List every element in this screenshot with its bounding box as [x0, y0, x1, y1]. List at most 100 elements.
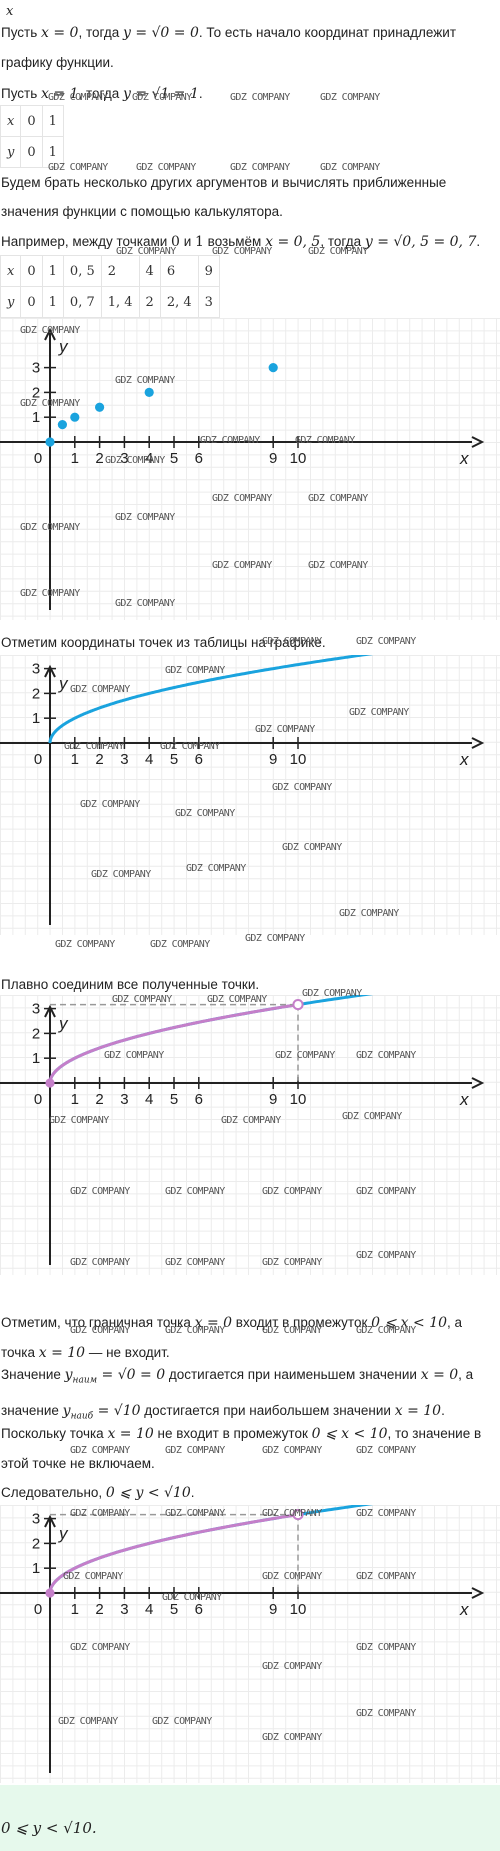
y-tick-label: 2 [32, 384, 40, 401]
watermark: GDZ COMPANY [200, 435, 260, 446]
para9-text-2: не входит в промежуток [153, 1426, 312, 1441]
x-tick-label: 6 [195, 450, 203, 467]
x-tick-label: 3 [120, 450, 128, 467]
watermark: GDZ COMPANY [356, 1508, 416, 1519]
table2-cell: 1, 4 [100, 286, 140, 318]
y-axis-arrow [44, 1514, 56, 1528]
watermark: GDZ COMPANY [152, 1716, 212, 1727]
watermark: GDZ COMPANY [112, 994, 172, 1005]
x-tick-label: 3 [120, 1601, 128, 1618]
x-axis-arrow [471, 436, 485, 448]
para10-math-1: 0 ⩽ y < √10 [105, 1485, 191, 1501]
paragraph-1: Пусть x = 0, тогда y = √0 = 0. То есть н… [1, 18, 498, 77]
x-tick-label: 5 [170, 1091, 178, 1108]
data-point [57, 420, 67, 430]
watermark: GDZ COMPANY [262, 1508, 322, 1519]
table1-row-y: y 0 1 [0, 136, 64, 168]
para8-math-3: y [62, 1402, 71, 1419]
x-tick-label: 1 [71, 1091, 79, 1108]
watermark: GDZ COMPANY [104, 1050, 164, 1061]
x-tick-label: 2 [95, 450, 103, 467]
watermark: GDZ COMPANY [150, 939, 210, 950]
table2-cell: 1 [41, 286, 64, 318]
para9-text: Поскольку точка [1, 1426, 108, 1441]
y-tick-label: 1 [32, 1560, 40, 1577]
watermark: GDZ COMPANY [272, 782, 332, 793]
x-tick-label: 10 [290, 1601, 307, 1618]
x-axis-label: x [459, 449, 469, 468]
para9-math-2: 0 ⩽ x < 10 [311, 1426, 388, 1442]
para1-math-1: x = 0 [41, 25, 79, 41]
y-tick-label: 2 [32, 1025, 40, 1042]
y-tick-label: 2 [32, 685, 40, 702]
watermark: GDZ COMPANY [165, 1257, 225, 1268]
para4-math-4: y = √0, 5 = 0, 7 [364, 234, 477, 250]
table2-cell: 0 [20, 255, 43, 287]
y-tick-label: 3 [32, 1511, 40, 1528]
watermark: GDZ COMPANY [262, 1257, 322, 1268]
para2-text: Пусть [1, 86, 42, 101]
watermark: GDZ COMPANY [48, 162, 108, 173]
para1-text-2: , тогда [78, 25, 123, 40]
y-axis-label: y [58, 1524, 69, 1543]
closed-endpoint [45, 1078, 55, 1088]
paragraph-7: Отметим, что граничная точка x = 0 входи… [1, 1308, 498, 1368]
watermark: GDZ COMPANY [262, 1661, 322, 1672]
x-tick-label: 1 [71, 751, 79, 768]
watermark: GDZ COMPANY [339, 908, 399, 919]
watermark: GDZ COMPANY [91, 869, 151, 880]
table2-cell: 0, 5 [62, 255, 102, 287]
para7-text-2: входит в промежуток [232, 1315, 372, 1330]
watermark: GDZ COMPANY [356, 1186, 416, 1197]
table2-cell: 6 [159, 255, 199, 287]
y-axis-label: y [58, 1014, 69, 1033]
y-tick-label: 3 [32, 661, 40, 678]
para7-math-3: x = 10 [38, 1345, 86, 1361]
answer-text: 0 ⩽ y < √10. [1, 1819, 97, 1837]
watermark: GDZ COMPANY [356, 1250, 416, 1261]
table1-cell: 0 [20, 105, 43, 137]
para7-text-4: — не входит. [85, 1345, 170, 1360]
watermark: GDZ COMPANY [186, 863, 246, 874]
x-tick-label: 3 [120, 1091, 128, 1108]
para9-math-1: x = 10 [107, 1426, 154, 1442]
watermark: GDZ COMPANY [115, 598, 175, 609]
open-endpoint [292, 1508, 304, 1521]
sqrt10-label: √10 [52, 1505, 77, 1506]
watermark: GDZ COMPANY [282, 842, 342, 853]
x-tick-label: 6 [195, 1601, 203, 1618]
para8-sub-1: наим [72, 1375, 98, 1386]
paragraph-3: Будем брать несколько других аргументов … [1, 175, 447, 219]
values-table-1: x 0 1 y 0 1 [0, 105, 64, 168]
watermark: GDZ COMPANY [115, 375, 175, 386]
x-tick-label: 6 [195, 1091, 203, 1108]
watermark: GDZ COMPANY [262, 1732, 322, 1743]
para1-math-2: y = √0 = 0 [122, 25, 199, 41]
x-axis-label: x [459, 1090, 469, 1109]
x-tick-label: 1 [71, 450, 79, 467]
x-tick-label: 0 [34, 1601, 42, 1618]
watermark: GDZ COMPANY [207, 994, 267, 1005]
table2-cell: 3 [197, 286, 220, 318]
x-tick-label: 6 [195, 751, 203, 768]
watermark: GDZ COMPANY [165, 665, 225, 676]
watermark: GDZ COMPANY [20, 522, 80, 533]
watermark: GDZ COMPANY [212, 246, 272, 257]
watermark: GDZ COMPANY [165, 1325, 225, 1336]
watermark: GDZ COMPANY [320, 92, 380, 103]
paragraph-10: Следовательно, 0 ⩽ y < √10. [1, 1478, 498, 1508]
watermark: GDZ COMPANY [115, 512, 175, 523]
watermark: GDZ COMPANY [165, 1445, 225, 1456]
watermark: GDZ COMPANY [302, 988, 362, 999]
values-table-2: x 0 1 0, 5 2 4 6 9 y 0 1 0, 7 1, 4 2 2, … [0, 255, 220, 318]
watermark: GDZ COMPANY [308, 493, 368, 504]
x-tick-label: 2 [95, 1601, 103, 1618]
para4-text-5: . [476, 234, 481, 249]
watermark: GDZ COMPANY [70, 1445, 130, 1456]
paragraph-5: Отметим координаты точек из таблицы на г… [1, 635, 326, 650]
watermark: GDZ COMPANY [356, 636, 416, 647]
watermark: GDZ COMPANY [162, 1592, 222, 1603]
para4-math-3: x = 0, 5 [265, 234, 321, 250]
